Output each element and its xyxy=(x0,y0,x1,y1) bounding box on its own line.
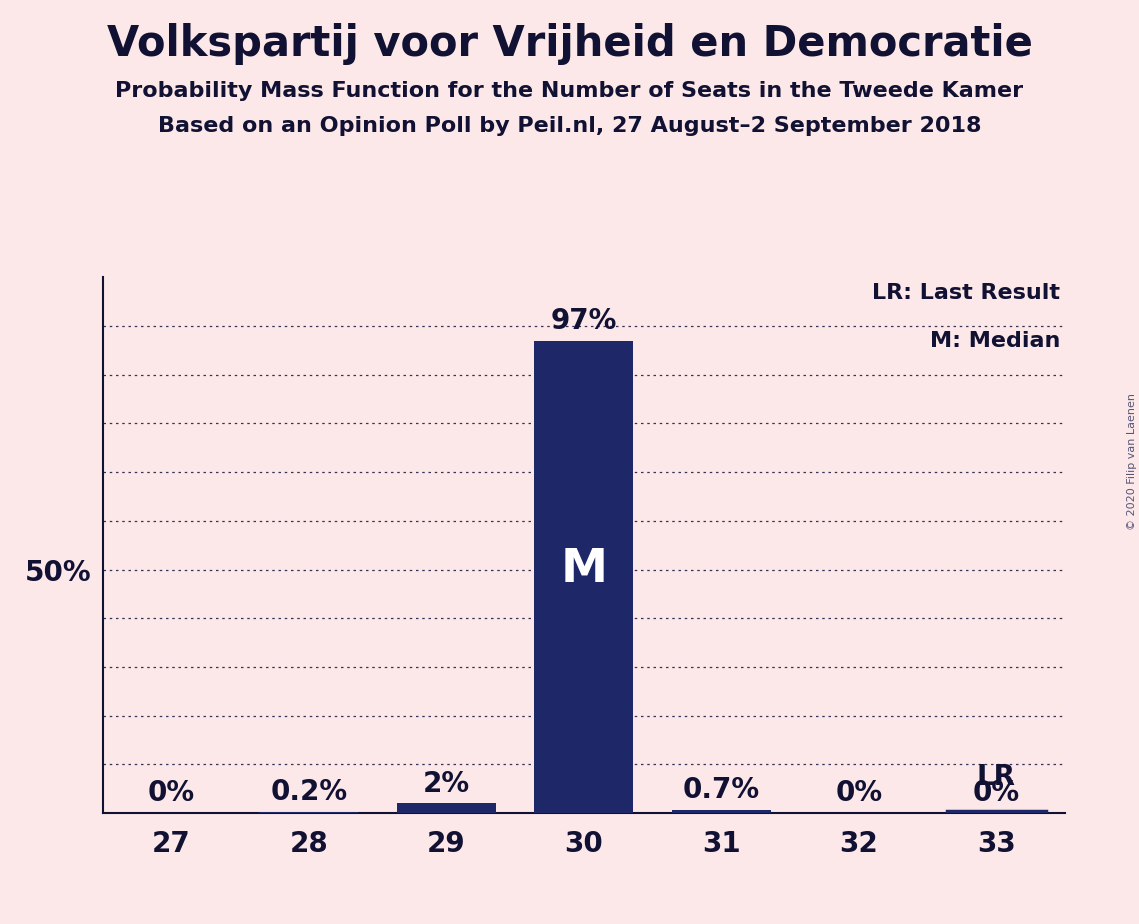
Bar xyxy=(534,341,633,813)
Text: Probability Mass Function for the Number of Seats in the Tweede Kamer: Probability Mass Function for the Number… xyxy=(115,81,1024,102)
Text: 0%: 0% xyxy=(835,779,883,808)
Text: 2%: 2% xyxy=(423,770,469,797)
Text: 0%: 0% xyxy=(973,779,1019,808)
Text: LR: Last Result: LR: Last Result xyxy=(872,283,1060,302)
Text: 0%: 0% xyxy=(148,779,195,808)
Text: Volkspartij voor Vrijheid en Democratie: Volkspartij voor Vrijheid en Democratie xyxy=(107,23,1032,65)
Text: Based on an Opinion Poll by Peil.nl, 27 August–2 September 2018: Based on an Opinion Poll by Peil.nl, 27 … xyxy=(157,116,982,136)
Text: 0.2%: 0.2% xyxy=(270,778,347,807)
Text: 97%: 97% xyxy=(550,307,617,334)
Text: M: M xyxy=(560,547,607,592)
Text: M: Median: M: Median xyxy=(929,331,1060,351)
Text: © 2020 Filip van Laenen: © 2020 Filip van Laenen xyxy=(1126,394,1137,530)
Bar xyxy=(260,812,359,813)
Bar xyxy=(396,803,495,813)
Text: LR: LR xyxy=(977,762,1016,791)
Text: 0.7%: 0.7% xyxy=(682,776,760,804)
Bar xyxy=(672,809,771,813)
